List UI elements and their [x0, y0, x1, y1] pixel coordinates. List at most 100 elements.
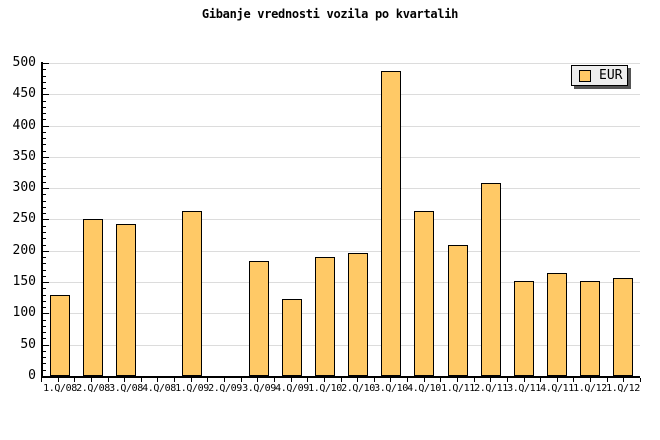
bar-1.Q/09 — [182, 211, 202, 376]
y-axis-line — [41, 62, 43, 378]
x-axis-tick — [590, 378, 591, 382]
x-axis-tick-label: 1.Q/12 — [573, 383, 607, 394]
x-axis-tick — [174, 378, 175, 382]
x-axis-tick — [291, 378, 292, 382]
y-axis-minor-tick — [43, 326, 46, 327]
x-axis-tick — [241, 378, 242, 382]
y-axis-tick-label: 300 — [12, 180, 36, 195]
y-axis-major-tick — [43, 126, 49, 127]
y-axis-major-tick — [43, 188, 49, 189]
x-axis-tick-label: 3.Q/09 — [242, 383, 276, 394]
bar-1.Q/10 — [315, 257, 335, 376]
x-axis-tick-label: 2.Q/09 — [208, 383, 242, 394]
y-axis-minor-tick — [43, 207, 46, 208]
x-axis-tick — [341, 378, 342, 382]
y-axis-minor-tick — [43, 69, 46, 70]
bar-1.Q/08 — [50, 295, 70, 376]
gridline — [43, 282, 640, 283]
bar-3.Q/10 — [381, 71, 401, 376]
x-axis-tick — [524, 378, 525, 382]
y-axis-major-tick — [43, 313, 49, 314]
bar-1.Q/11 — [448, 245, 468, 376]
x-axis-tick — [91, 378, 92, 382]
x-axis-tick — [257, 378, 258, 382]
x-axis-tick — [324, 378, 325, 382]
bar-2.Q/08 — [83, 219, 103, 376]
gridline — [43, 94, 640, 95]
y-axis-minor-tick — [43, 194, 46, 195]
x-axis-tick — [573, 378, 574, 382]
y-axis-tick-label: 500 — [12, 55, 36, 70]
y-axis-minor-tick — [43, 301, 46, 302]
x-axis-tick — [390, 378, 391, 382]
y-axis-minor-tick — [43, 363, 46, 364]
y-axis-tick-label: 200 — [12, 243, 36, 258]
legend-label: EUR — [599, 68, 623, 83]
x-axis-tick — [474, 378, 475, 382]
y-axis-minor-tick — [43, 76, 46, 77]
y-axis-minor-tick — [43, 270, 46, 271]
gridline — [43, 345, 640, 346]
y-axis-minor-tick — [43, 245, 46, 246]
x-axis-tick — [124, 378, 125, 382]
x-axis-tick — [207, 378, 208, 382]
x-axis-tick — [490, 378, 491, 382]
y-axis-minor-tick — [43, 182, 46, 183]
y-axis-minor-tick — [43, 307, 46, 308]
x-axis-tick-label: 4.Q/09 — [275, 383, 309, 394]
x-axis-tick-label: 1.Q/10 — [308, 383, 342, 394]
bar-3.Q/09 — [249, 261, 269, 376]
bar-2.Q/10 — [348, 253, 368, 376]
y-axis-major-tick — [43, 94, 49, 95]
y-axis-minor-tick — [43, 257, 46, 258]
x-axis-tick — [191, 378, 192, 382]
x-axis-tick-label: 1.Q/12 — [606, 383, 640, 394]
x-axis-tick — [374, 378, 375, 382]
y-axis-minor-tick — [43, 169, 46, 170]
y-axis-minor-tick — [43, 151, 46, 152]
bar-1.Q/12 — [613, 278, 633, 376]
y-axis-minor-tick — [43, 238, 46, 239]
y-axis-minor-tick — [43, 338, 46, 339]
y-axis-major-tick — [43, 63, 49, 64]
y-axis-minor-tick — [43, 263, 46, 264]
chart-title: Gibanje vrednosti vozila po kvartalih — [201, 7, 459, 21]
x-axis-tick-label: 3.Q/11 — [507, 383, 541, 394]
x-axis-tick — [440, 378, 441, 382]
x-axis-tick — [274, 378, 275, 382]
x-axis-tick-label: 1.Q/11 — [441, 383, 475, 394]
x-axis-tick — [224, 378, 225, 382]
y-axis-minor-tick — [43, 276, 46, 277]
x-axis-tick — [640, 378, 641, 382]
gridline — [43, 63, 640, 64]
x-axis-tick — [407, 378, 408, 382]
y-axis-minor-tick — [43, 357, 46, 358]
legend-swatch-icon — [579, 69, 591, 82]
y-axis-minor-tick — [43, 351, 46, 352]
y-axis-minor-tick — [43, 113, 46, 114]
y-axis-minor-tick — [43, 119, 46, 120]
y-axis-major-tick — [43, 251, 49, 252]
x-axis-tick — [108, 378, 109, 382]
gridline — [43, 313, 640, 314]
x-axis-tick — [424, 378, 425, 382]
x-axis-tick-label: 2.Q/11 — [474, 383, 508, 394]
y-axis-tick-label: 450 — [12, 86, 36, 101]
y-axis-minor-tick — [43, 320, 46, 321]
y-axis-minor-tick — [43, 163, 46, 164]
y-axis-minor-tick — [43, 288, 46, 289]
gridline — [43, 188, 640, 189]
bar-1.Q/12 — [580, 281, 600, 376]
y-axis-minor-tick — [43, 107, 46, 108]
bar-4.Q/10 — [414, 211, 434, 376]
y-axis-major-tick — [43, 282, 49, 283]
bar-3.Q/11 — [514, 281, 534, 376]
y-axis-minor-tick — [43, 232, 46, 233]
x-axis-tick — [58, 378, 59, 382]
x-axis-tick — [540, 378, 541, 382]
bar-4.Q/11 — [547, 273, 567, 376]
x-axis-line — [41, 376, 640, 378]
y-axis-minor-tick — [43, 82, 46, 83]
y-axis-major-tick — [43, 219, 49, 220]
x-axis-tick — [457, 378, 458, 382]
